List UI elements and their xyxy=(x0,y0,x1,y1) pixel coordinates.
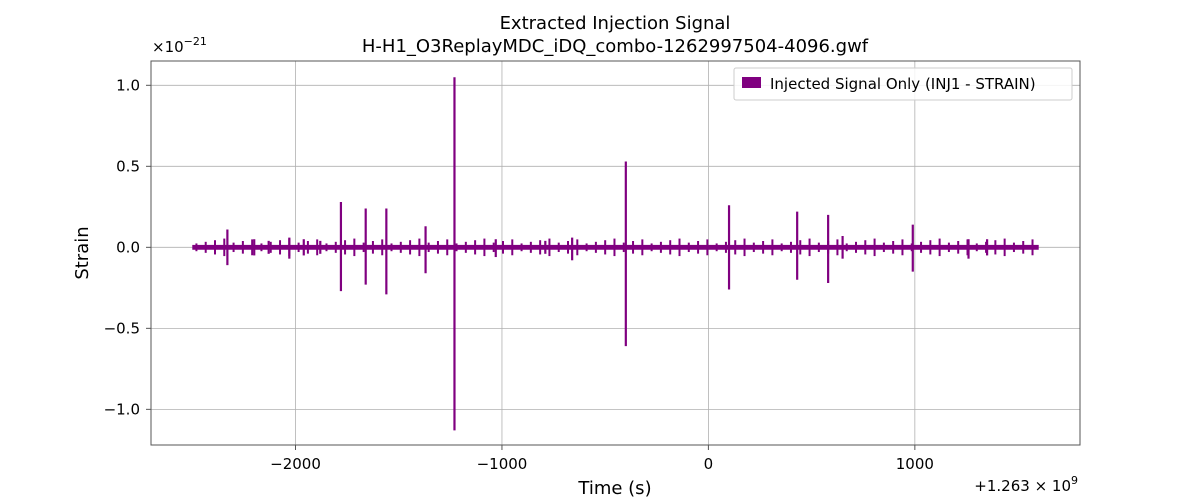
x-axis-label: Time (s) xyxy=(577,478,651,499)
x-tick-label: 0 xyxy=(704,455,714,473)
x-tick-label: 1000 xyxy=(896,455,934,473)
y-tick-label: −1.0 xyxy=(104,400,140,418)
chart-subtitle: H-H1_O3ReplayMDC_iDQ_combo-1262997504-40… xyxy=(362,36,869,57)
chart-title: Extracted Injection Signal xyxy=(500,13,731,34)
x-tick-label: −2000 xyxy=(270,455,321,473)
plot-frame xyxy=(150,60,1081,446)
baseline-band xyxy=(192,244,1039,250)
y-tick-label: 1.0 xyxy=(116,76,140,94)
x-offset-label: +1.263 × 109 xyxy=(974,474,1078,495)
legend-swatch xyxy=(742,77,761,88)
y-axis-label: Strain xyxy=(72,226,93,279)
legend-box xyxy=(733,67,1073,101)
legend: Injected Signal Only (INJ1 - STRAIN) xyxy=(733,67,1073,101)
y-tick-label: 0.5 xyxy=(116,157,140,175)
y-scale-label: ×10−21 xyxy=(152,35,207,56)
series-injected-signal xyxy=(192,77,1039,431)
x-tick-label: −1000 xyxy=(477,455,528,473)
y-tick-label: 0.0 xyxy=(116,238,140,256)
y-tick-label: −0.5 xyxy=(104,319,140,337)
legend-label: Injected Signal Only (INJ1 - STRAIN) xyxy=(770,75,1036,93)
ticks: −2000 −1000 0 1000 −1.0 −0.5 0.0 0.5 1.0 xyxy=(104,76,934,473)
